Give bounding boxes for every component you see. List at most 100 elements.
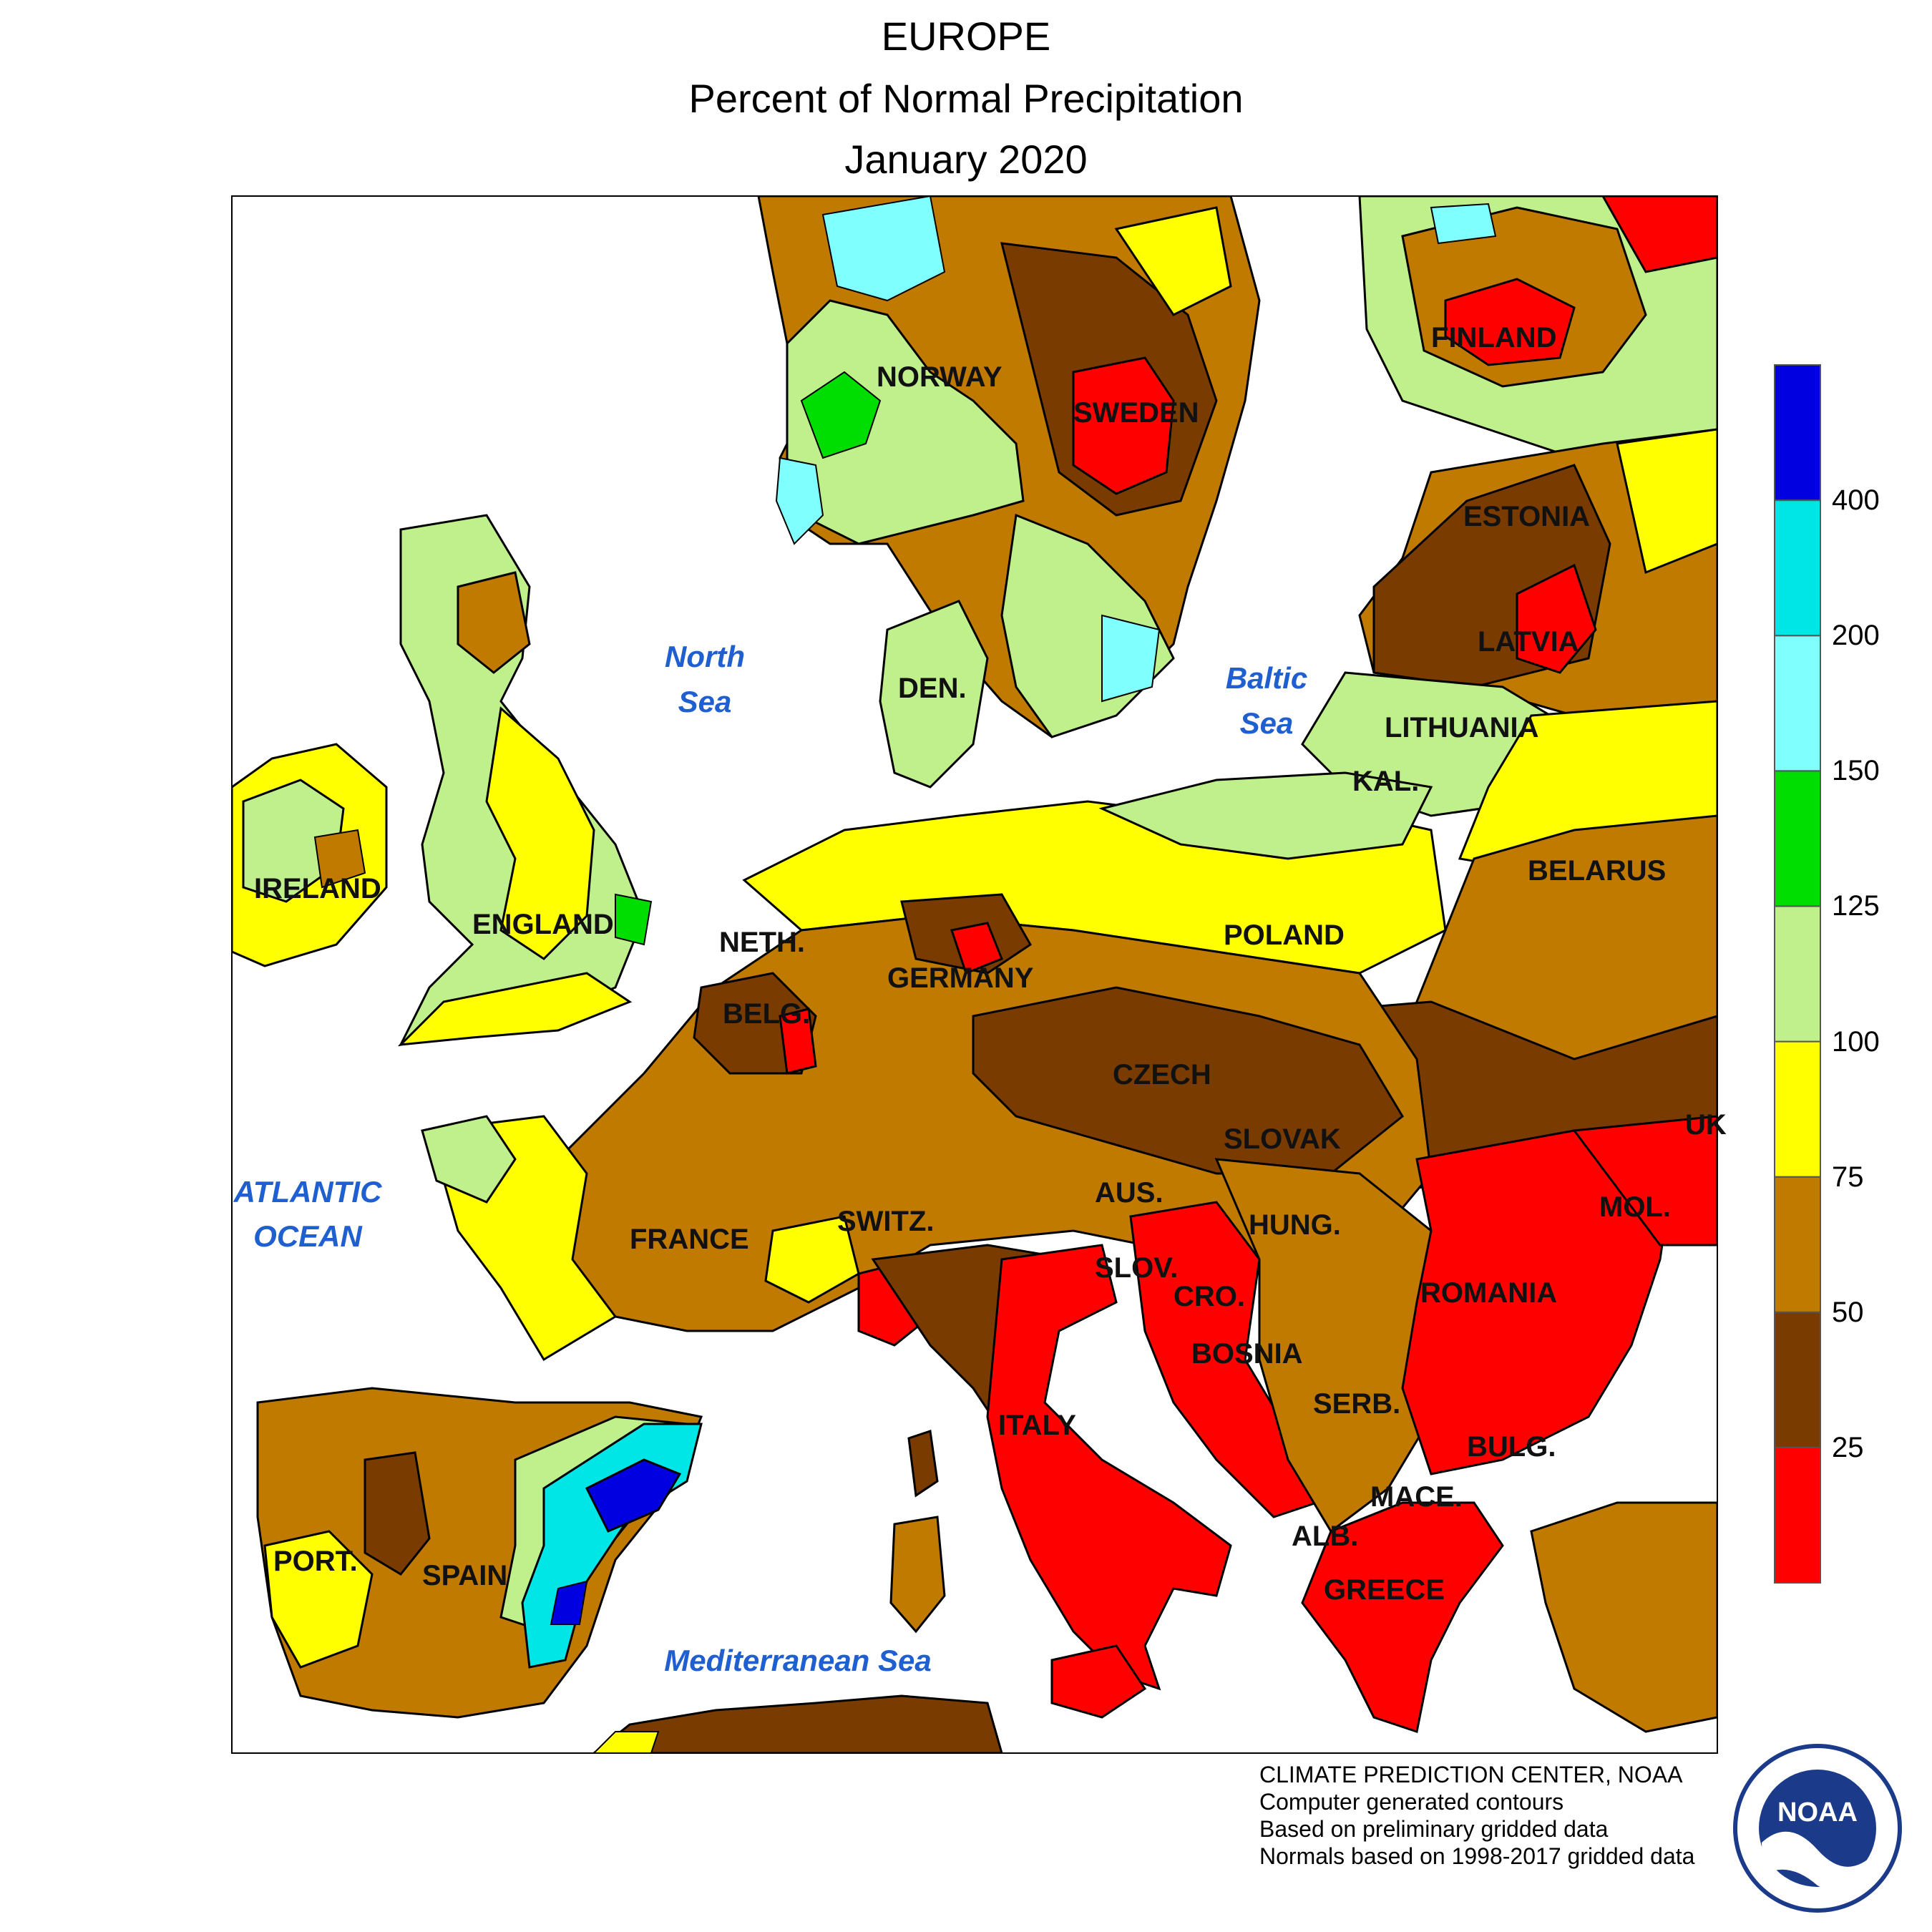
legend-label-50: 50	[1832, 1296, 1864, 1328]
noaa-logo: NOAA	[1733, 1744, 1902, 1913]
greece-red	[1301, 1501, 1504, 1733]
label-belg: BELG.	[723, 998, 810, 1030]
label-cro: CRO.	[1174, 1281, 1245, 1312]
sicily-red	[1050, 1644, 1147, 1719]
finland-red	[1444, 278, 1576, 366]
label-england: ENGLAND	[472, 909, 614, 940]
credit-line-4: Normals based on 1998-2017 gridded data	[1259, 1843, 1695, 1869]
legend-label-75: 75	[1832, 1161, 1864, 1193]
ireland-brown	[313, 829, 366, 889]
label-spain: SPAIN	[422, 1560, 507, 1591]
label-baltic-sea-line2: Sea	[1240, 706, 1294, 740]
legend-swatch-125-150	[1774, 770, 1821, 907]
label-latvia: LATVIA	[1478, 626, 1579, 658]
legend-swatch-25-50	[1774, 1311, 1821, 1448]
italy-red	[986, 1244, 1232, 1691]
legend-swatch-50-75	[1774, 1176, 1821, 1313]
legend-label-125: 125	[1832, 890, 1880, 922]
label-sweden: SWEDEN	[1073, 397, 1199, 429]
north-africa-yellow	[592, 1731, 660, 1753]
denmark-region	[879, 600, 989, 789]
label-atlantic-line2: OCEAN	[253, 1219, 363, 1253]
label-slov: SLOV.	[1095, 1252, 1178, 1284]
label-port: PORT.	[273, 1546, 358, 1577]
label-uk: UK	[1685, 1109, 1727, 1141]
turkey-brown	[1530, 1501, 1717, 1733]
credit-line-1: CLIMATE PREDICTION CENTER, NOAA	[1259, 1762, 1683, 1787]
label-hung: HUNG.	[1249, 1209, 1341, 1241]
finland-cyan	[1430, 203, 1497, 245]
sardinia-brown	[889, 1516, 946, 1634]
label-mol: MOL.	[1599, 1191, 1671, 1223]
balkans-brown	[1214, 1158, 1433, 1533]
spain-se-blue	[550, 1580, 588, 1625]
label-france: FRANCE	[630, 1224, 749, 1255]
legend-swatch->400	[1774, 364, 1821, 502]
label-switz: SWITZ.	[837, 1206, 935, 1237]
label-slovak: SLOVAK	[1224, 1123, 1341, 1155]
latvia-red	[1516, 563, 1597, 674]
corsica-dark	[907, 1430, 939, 1498]
legend-swatch-75-100	[1774, 1040, 1821, 1178]
alps-yellow	[764, 1215, 860, 1304]
moldova-red	[1572, 1115, 1717, 1246]
label-baltic-sea-line1: Baltic	[1226, 661, 1307, 695]
label-aus: AUS.	[1095, 1177, 1163, 1209]
label-mediterranean-sea: Mediterranean Sea	[664, 1644, 932, 1677]
label-estonia: ESTONIA	[1463, 501, 1590, 532]
credit-line-2: Computer generated contours	[1259, 1789, 1564, 1815]
england-east-green	[615, 893, 653, 946]
label-germany: GERMANY	[887, 962, 1034, 994]
label-bosnia: BOSNIA	[1191, 1338, 1303, 1370]
norway-north-cyan	[821, 196, 946, 302]
label-greece: GREECE	[1324, 1574, 1445, 1606]
label-north-sea-line2: Sea	[678, 685, 732, 718]
map-title: EUROPE	[881, 14, 1051, 59]
belg-red	[779, 1008, 817, 1075]
legend-colorbar	[1774, 364, 1821, 1584]
label-norway: NORWAY	[877, 361, 1002, 393]
label-serb: SERB.	[1313, 1388, 1400, 1420]
legend-swatch-100-125	[1774, 905, 1821, 1043]
sweden-south-cyan	[1101, 614, 1161, 703]
scotland-brown	[457, 571, 531, 674]
poland-green	[1098, 771, 1433, 860]
label-den: DEN.	[898, 673, 967, 704]
iberia-dark	[364, 1451, 431, 1576]
label-finland: FINLAND	[1431, 322, 1557, 353]
credit-line-3: Based on preliminary gridded data	[1259, 1816, 1609, 1842]
map-date: January 2020	[844, 137, 1088, 182]
estonia-yellow	[1616, 428, 1717, 575]
legend-swatch-0-25	[1774, 1446, 1821, 1584]
germany-red	[950, 922, 1003, 975]
label-belarus: BELARUS	[1528, 855, 1666, 887]
map-frame	[231, 195, 1718, 1754]
legend-label-25: 25	[1832, 1431, 1864, 1463]
label-czech: CZECH	[1113, 1059, 1211, 1091]
france-west-green	[421, 1115, 517, 1204]
legend-swatch-200-400	[1774, 499, 1821, 637]
logo-seagull-wave	[1762, 1831, 1875, 1892]
spain-east-blue	[585, 1458, 682, 1533]
sweden-yellow	[1114, 206, 1232, 316]
label-atlantic-line1: ATLANTIC	[233, 1175, 383, 1209]
land-areas	[232, 196, 1717, 1753]
legend-label-100: 100	[1832, 1025, 1880, 1058]
legend-label-200: 200	[1832, 620, 1880, 652]
england-yellow	[485, 706, 595, 960]
label-kal: KAL.	[1352, 766, 1419, 797]
norway-bright-green	[800, 371, 882, 459]
label-ireland: IRELAND	[254, 873, 381, 904]
sea-labels: North Sea Baltic Sea ATLANTIC OCEAN Medi…	[233, 640, 1308, 1677]
logo-text: NOAA	[1777, 1797, 1858, 1828]
legend-label-150: 150	[1832, 755, 1880, 787]
england-south-yellow	[397, 972, 633, 1046]
legend-label-400: 400	[1832, 484, 1880, 517]
label-bulg: BULG.	[1467, 1431, 1556, 1463]
sweden-red	[1072, 356, 1175, 495]
country-labels: NORWAY SWEDEN FINLAND ESTONIA LATVIA LIT…	[254, 322, 1727, 1606]
label-alb: ALB.	[1292, 1521, 1358, 1552]
legend-swatch-150-200	[1774, 635, 1821, 772]
norway-cyan	[775, 457, 824, 545]
